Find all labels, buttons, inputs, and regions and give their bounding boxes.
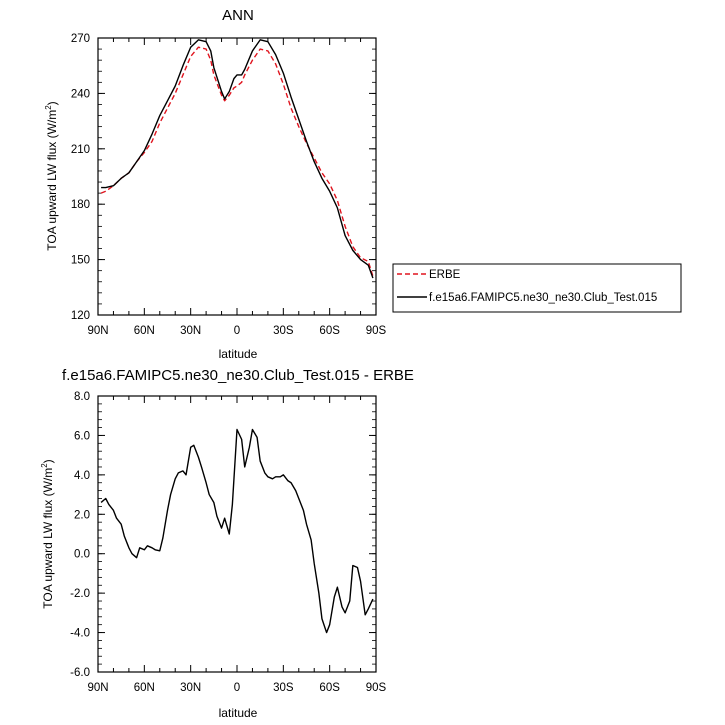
top-axis-ticks: 90N 60N 30N 0 30S 60S 90S 120 150 180 210 240 270 bbox=[71, 33, 387, 337]
top-series-line-erbe bbox=[100, 46, 374, 277]
top-y-tick-label: 270 bbox=[71, 33, 90, 45]
bottom-y-axis-label: TOA upward LW flux (W/m2) bbox=[40, 459, 55, 608]
top-x-tick-label: 60S bbox=[319, 325, 340, 337]
top-x-tick-label: 0 bbox=[234, 325, 240, 337]
top-series-line-model bbox=[101, 39, 374, 279]
bottom-series-layer bbox=[100, 428, 374, 634]
bottom-y-tick-label: 0.0 bbox=[74, 549, 90, 561]
top-x-tick-label: 90N bbox=[87, 325, 108, 337]
top-panel: ANN 90N 60N 30N 0 30S 60S 90S 120 150 180 210 240 27… bbox=[44, 7, 682, 361]
legend: ERBE f.e15a6.FAMIPC5.ne30_ne30.Club_Test… bbox=[392, 263, 682, 313]
bottom-panel: f.e15a6.FAMIPC5.ne30_ne30.Club_Test.015 … bbox=[40, 367, 414, 720]
top-y-tick-label: 150 bbox=[71, 255, 90, 267]
top-series-layer bbox=[100, 39, 374, 279]
legend-label-model: f.e15a6.FAMIPC5.ne30_ne30.Club_Test.015 bbox=[429, 292, 657, 304]
bottom-x-tick-label: 30S bbox=[273, 682, 294, 694]
bottom-x-tick-label: 0 bbox=[234, 682, 240, 694]
bottom-series-line-difference bbox=[100, 428, 374, 634]
top-plot-frame bbox=[97, 37, 377, 316]
bottom-plot-frame bbox=[97, 395, 377, 673]
top-x-tick-label: 30N bbox=[180, 325, 201, 337]
bottom-y-tick-label: -2.0 bbox=[70, 588, 90, 600]
bottom-y-tick-label: 8.0 bbox=[74, 391, 90, 403]
legend-box bbox=[392, 263, 682, 313]
top-x-tick-label: 30S bbox=[273, 325, 294, 337]
bottom-y-tick-label: 2.0 bbox=[74, 509, 90, 521]
top-x-tick-label: 60N bbox=[134, 325, 155, 337]
top-y-axis-label: TOA upward LW flux (W/m2) bbox=[44, 101, 59, 250]
bottom-x-tick-label: 60N bbox=[134, 682, 155, 694]
top-x-tick-label: 90S bbox=[366, 325, 387, 337]
bottom-y-tick-label: -4.0 bbox=[70, 628, 90, 640]
top-chart-title: ANN bbox=[222, 7, 254, 24]
top-x-axis-label: latitude bbox=[219, 347, 258, 361]
bottom-x-tick-label: 90N bbox=[87, 682, 108, 694]
bottom-x-tick-label: 30N bbox=[180, 682, 201, 694]
top-y-tick-label: 120 bbox=[71, 310, 90, 322]
bottom-x-axis-label: latitude bbox=[219, 706, 258, 720]
bottom-chart-title: f.e15a6.FAMIPC5.ne30_ne30.Club_Test.015 … bbox=[62, 367, 414, 384]
bottom-y-tick-label: 6.0 bbox=[74, 430, 90, 442]
bottom-x-tick-label: 60S bbox=[319, 682, 340, 694]
bottom-axis-ticks: 90N 60N 30N 0 30S 60S 90S -6.0 -4.0 -2.0 0.0 2.0 4.0… bbox=[70, 391, 386, 694]
bottom-x-tick-label: 90S bbox=[366, 682, 387, 694]
legend-label-erbe: ERBE bbox=[429, 269, 461, 281]
top-y-tick-label: 180 bbox=[71, 199, 90, 211]
bottom-y-tick-label: -6.0 bbox=[70, 667, 90, 679]
top-y-tick-label: 210 bbox=[71, 144, 90, 156]
bottom-y-tick-label: 4.0 bbox=[74, 470, 90, 482]
top-y-tick-label: 240 bbox=[71, 88, 90, 100]
